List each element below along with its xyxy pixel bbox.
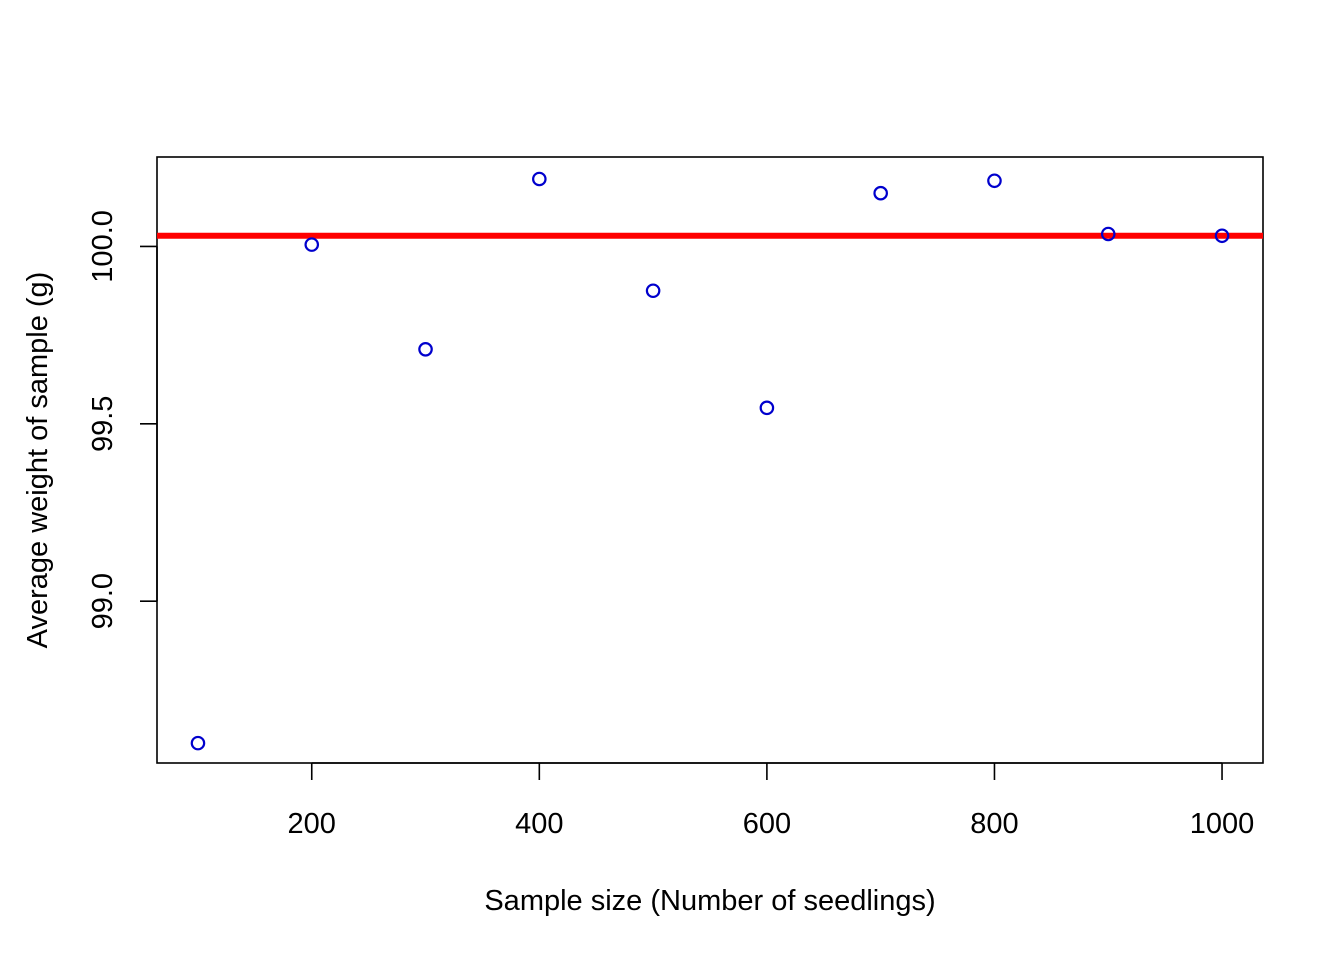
x-tick-label: 600 <box>743 808 791 840</box>
y-tick-label: 99.0 <box>87 573 119 629</box>
plot-frame <box>156 156 1264 764</box>
data-point <box>304 237 320 252</box>
x-tick-label: 200 <box>288 808 336 840</box>
data-point <box>645 283 661 299</box>
y-tick-label: 99.5 <box>87 396 119 452</box>
y-axis-title: Average weight of sample (g) <box>22 272 54 649</box>
data-point <box>190 735 206 751</box>
data-point <box>1214 228 1230 244</box>
data-point <box>418 342 433 357</box>
plot-layer <box>156 156 1264 764</box>
points-layer <box>190 171 1230 751</box>
x-tick-label: 800 <box>970 808 1018 840</box>
y-axis: 99.0 99.5 100.0 <box>87 210 158 629</box>
data-point <box>987 173 1002 189</box>
x-axis: 200 400 600 800 1000 <box>288 762 1255 840</box>
data-point <box>532 171 547 187</box>
x-tick-label: 400 <box>515 808 563 840</box>
x-tick-label: 1000 <box>1190 808 1255 840</box>
y-tick-label: 100.0 <box>87 210 119 283</box>
data-point <box>873 185 888 201</box>
data-point <box>1100 226 1116 242</box>
data-point <box>759 400 775 416</box>
x-axis-title: Sample size (Number of seedlings) <box>484 885 935 917</box>
